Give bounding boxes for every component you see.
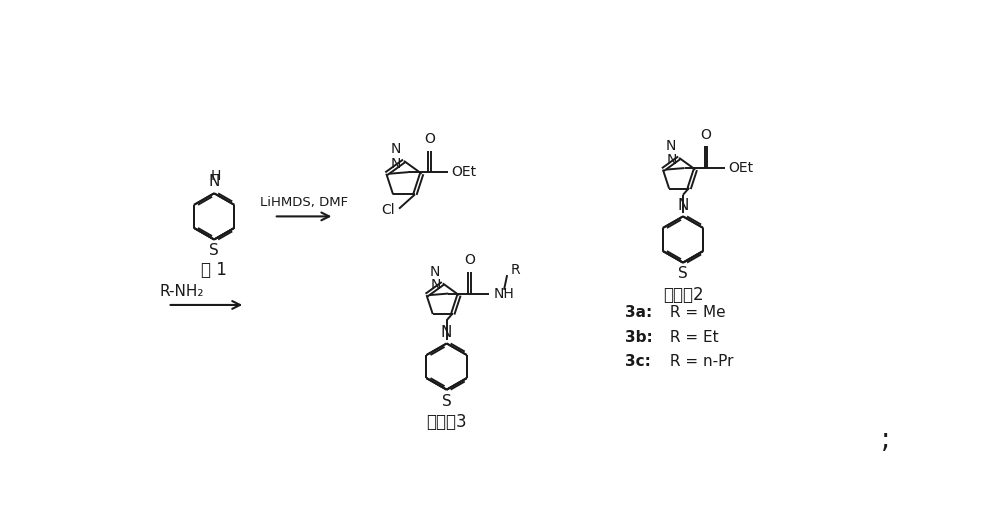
- Text: O: O: [424, 132, 435, 146]
- Text: H: H: [210, 170, 221, 184]
- Text: OEt: OEt: [451, 165, 477, 179]
- Text: N: N: [429, 265, 440, 279]
- Text: 3b:: 3b:: [625, 330, 653, 345]
- Text: N: N: [391, 142, 401, 157]
- Text: N: N: [666, 139, 676, 153]
- Text: NH: NH: [493, 287, 514, 301]
- Text: S: S: [442, 394, 452, 409]
- Text: 式 1: 式 1: [201, 261, 227, 279]
- Text: 3a:: 3a:: [625, 305, 652, 320]
- Text: R-NH₂: R-NH₂: [160, 283, 204, 298]
- Text: O: O: [701, 128, 712, 142]
- Text: R = Me: R = Me: [665, 305, 726, 320]
- Text: N: N: [208, 174, 220, 189]
- Text: 3c:: 3c:: [625, 355, 651, 369]
- Text: ;: ;: [881, 425, 891, 453]
- Text: R: R: [510, 264, 520, 278]
- Text: O: O: [464, 253, 475, 267]
- Text: N: N: [430, 278, 441, 292]
- Text: N: N: [677, 198, 689, 213]
- Text: 化合物2: 化合物2: [663, 286, 703, 304]
- Text: S: S: [209, 243, 219, 258]
- Text: R = n-Pr: R = n-Pr: [665, 355, 734, 369]
- Text: R = Et: R = Et: [665, 330, 719, 345]
- Text: N: N: [390, 157, 401, 171]
- Text: N: N: [441, 324, 452, 340]
- Text: S: S: [678, 266, 688, 281]
- Text: Cl: Cl: [382, 203, 395, 217]
- Text: 化合物3: 化合物3: [426, 413, 467, 431]
- Text: LiHMDS, DMF: LiHMDS, DMF: [260, 196, 348, 209]
- Text: N: N: [667, 152, 677, 166]
- Text: OEt: OEt: [728, 161, 753, 175]
